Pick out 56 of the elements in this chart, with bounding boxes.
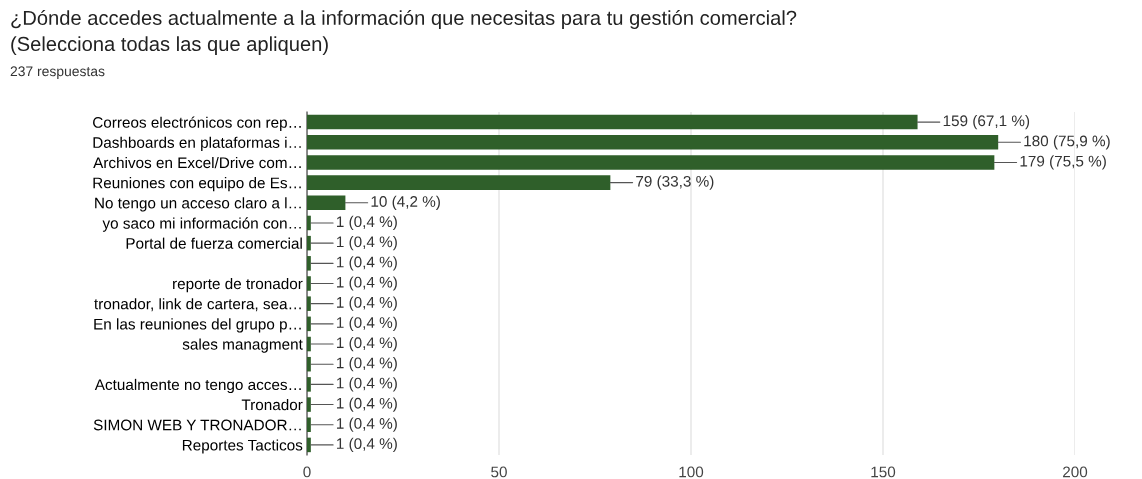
data-label: 1 (0,4 %) bbox=[337, 316, 397, 331]
y-tick-label: Archivos en Excel/Drive com… bbox=[93, 156, 301, 169]
y-tick-label: Portal de fuerza comercial bbox=[126, 237, 302, 249]
bar bbox=[307, 316, 311, 332]
bar bbox=[307, 437, 311, 453]
text: 237 respuestas bbox=[10, 66, 105, 79]
y-tick-label: Correos electrónicos con rep… bbox=[93, 116, 301, 131]
bar bbox=[307, 336, 311, 352]
data-label: 1 (0,4 %) bbox=[337, 336, 397, 352]
y-tick-label: Reportes Tacticos bbox=[182, 439, 303, 454]
x-tick-label: 150 bbox=[871, 466, 896, 478]
chart-title: ¿Dónde accedes actualmente a la información que necesitas para tu gestión comercial? (Selecciona todas las que apliquen) bbox=[11, 10, 797, 56]
bar bbox=[307, 215, 311, 231]
data-label: 1 (0,4 %) bbox=[337, 296, 397, 311]
data-label: 1 (0,4 %) bbox=[337, 377, 397, 392]
data-label: 180 (75,9 %) bbox=[1024, 135, 1110, 150]
data-label: 1 (0,4 %) bbox=[337, 236, 397, 251]
y-tick-label: sales managment bbox=[182, 338, 303, 353]
y-tick-label: Dashboards en plataformas i… bbox=[93, 136, 301, 151]
x-tick-label: 0 bbox=[303, 466, 311, 478]
y-tick-label: tronador, link de cartera, sea… bbox=[94, 298, 301, 312]
data-label: 1 (0,4 %) bbox=[337, 397, 397, 412]
bar bbox=[307, 397, 311, 412]
bar bbox=[307, 155, 995, 170]
bar bbox=[307, 276, 311, 291]
y-tick-label: yo saco mi información con… bbox=[102, 217, 301, 232]
bar bbox=[307, 356, 311, 372]
x-tick-label: 50 bbox=[491, 466, 507, 478]
bar bbox=[307, 175, 611, 190]
bar bbox=[307, 417, 311, 432]
data-label: 10 (4,2 %) bbox=[371, 195, 440, 210]
y-tick-label: Reuniones con equipo de Es… bbox=[93, 177, 301, 192]
data-label: 79 (33,3 %) bbox=[636, 175, 714, 190]
bar bbox=[307, 135, 999, 150]
bar bbox=[307, 235, 311, 251]
data-label: 1 (0,4 %) bbox=[337, 215, 397, 231]
x-tick-label: 100 bbox=[679, 466, 704, 478]
bar bbox=[307, 256, 311, 271]
data-label: 1 (0,4 %) bbox=[337, 276, 397, 291]
y-tick-label: Tronador bbox=[241, 399, 303, 411]
data-label: 1 (0,4 %) bbox=[337, 357, 397, 372]
y-tick-label: reporte de tronador bbox=[173, 277, 303, 293]
bar bbox=[307, 377, 311, 392]
y-tick-label: Actualmente no tengo acces… bbox=[94, 378, 301, 394]
data-label: 1 (0,4 %) bbox=[337, 437, 397, 453]
data-label: 159 (67,1 %) bbox=[943, 114, 1030, 130]
y-tick-label: SIMON WEB Y TRONADOR… bbox=[93, 419, 301, 431]
bar bbox=[307, 195, 346, 211]
data-label: 179 (75,5 %) bbox=[1020, 155, 1106, 170]
data-label: 1 (0,4 %) bbox=[337, 417, 397, 432]
y-tick-label: En las reuniones del grupo p… bbox=[94, 318, 301, 333]
bar bbox=[307, 296, 311, 311]
bar bbox=[307, 114, 918, 130]
x-tick-label: 200 bbox=[1063, 466, 1088, 478]
y-tick-label: No tengo un acceso claro a l… bbox=[95, 197, 301, 212]
data-label: 1 (0,4 %) bbox=[337, 256, 397, 271]
